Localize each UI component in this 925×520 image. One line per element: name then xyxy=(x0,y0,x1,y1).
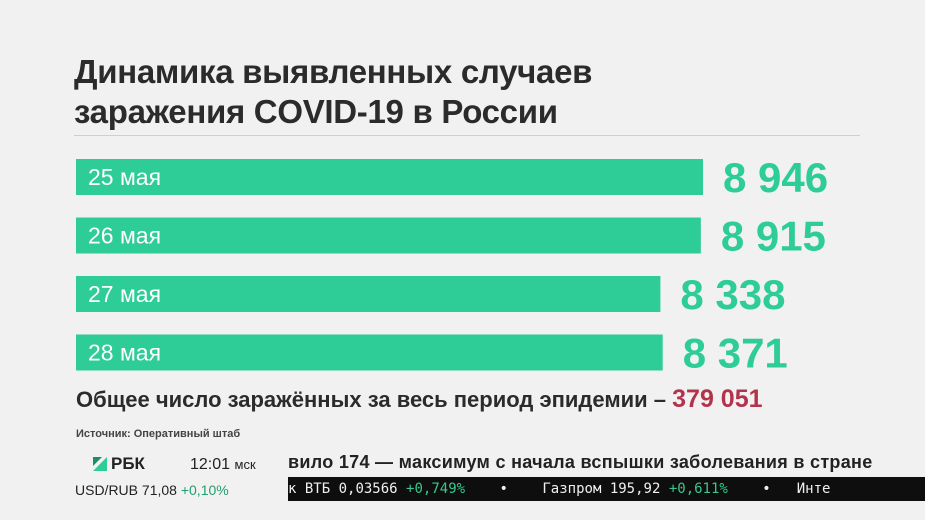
clock-time: 12:01 xyxy=(190,456,231,473)
ticker-item: Газпром 195,92 +0,611% xyxy=(534,481,736,497)
value-label: 8 371 xyxy=(683,330,788,377)
value-label: 8 915 xyxy=(721,213,826,260)
logo-text: РБК xyxy=(111,454,145,473)
ticker-price: 195,92 xyxy=(609,481,661,497)
ticker-item: к ВТБ 0,03566 +0,749% xyxy=(288,481,474,497)
ticker-change: +0,611% xyxy=(668,481,728,497)
channel-logo: РБК xyxy=(93,454,145,474)
source-note: Источник: Оперативный штаб xyxy=(76,428,241,440)
clock: 12:01 мск xyxy=(190,456,256,474)
news-headline-crawl: вило 174 — максимум с начала вспышки заб… xyxy=(288,452,873,472)
fx-rate: USD/RUB 71,08 +0,10% xyxy=(75,482,229,498)
ticker-separator: • xyxy=(499,481,508,497)
total-cases-line: Общее число заражённых за весь период эп… xyxy=(76,385,763,414)
ticker-price: 0,03566 xyxy=(338,481,398,497)
value-label: 8 338 xyxy=(680,271,785,318)
category-label: 25 мая xyxy=(88,164,161,190)
category-label: 27 мая xyxy=(88,281,161,307)
fx-change: +0,10% xyxy=(180,482,229,498)
bar-3 xyxy=(76,276,661,312)
chart-title: Динамика выявленных случаев заражения CO… xyxy=(74,52,592,132)
ticker-change: +0,749% xyxy=(406,481,466,497)
rbc-logo-icon xyxy=(93,457,107,471)
bar-2 xyxy=(76,217,701,254)
category-label: 28 мая xyxy=(88,340,161,366)
bar-4 xyxy=(76,334,663,371)
ticker-separator: • xyxy=(762,481,771,497)
total-cases-label: Общее число заражённых за весь период эп… xyxy=(76,387,667,412)
ticker-name: к ВТБ xyxy=(288,481,331,497)
category-label: 26 мая xyxy=(88,223,161,249)
title-divider xyxy=(74,135,860,136)
ticker-item-partial: Инте xyxy=(796,481,831,497)
total-cases-value: 379 051 xyxy=(672,385,763,413)
stock-ticker: к ВТБ 0,03566 +0,749% • Газпром 195,92 +… xyxy=(288,477,925,501)
chart-title-line-2: заражения COVID-19 в России xyxy=(74,93,558,130)
fx-value: 71,08 xyxy=(141,482,177,498)
value-label: 8 946 xyxy=(723,154,828,201)
ticker-name: Газпром xyxy=(542,481,602,497)
chart-title-line-1: Динамика выявленных случаев xyxy=(74,53,593,90)
fx-label: USD/RUB xyxy=(75,482,139,498)
clock-timezone: мск xyxy=(234,457,256,472)
bar-1 xyxy=(76,159,703,195)
bar-chart: 25 мая 8 946 26 мая 8 915 27 мая 8 338 28 мая 8… xyxy=(76,154,828,377)
